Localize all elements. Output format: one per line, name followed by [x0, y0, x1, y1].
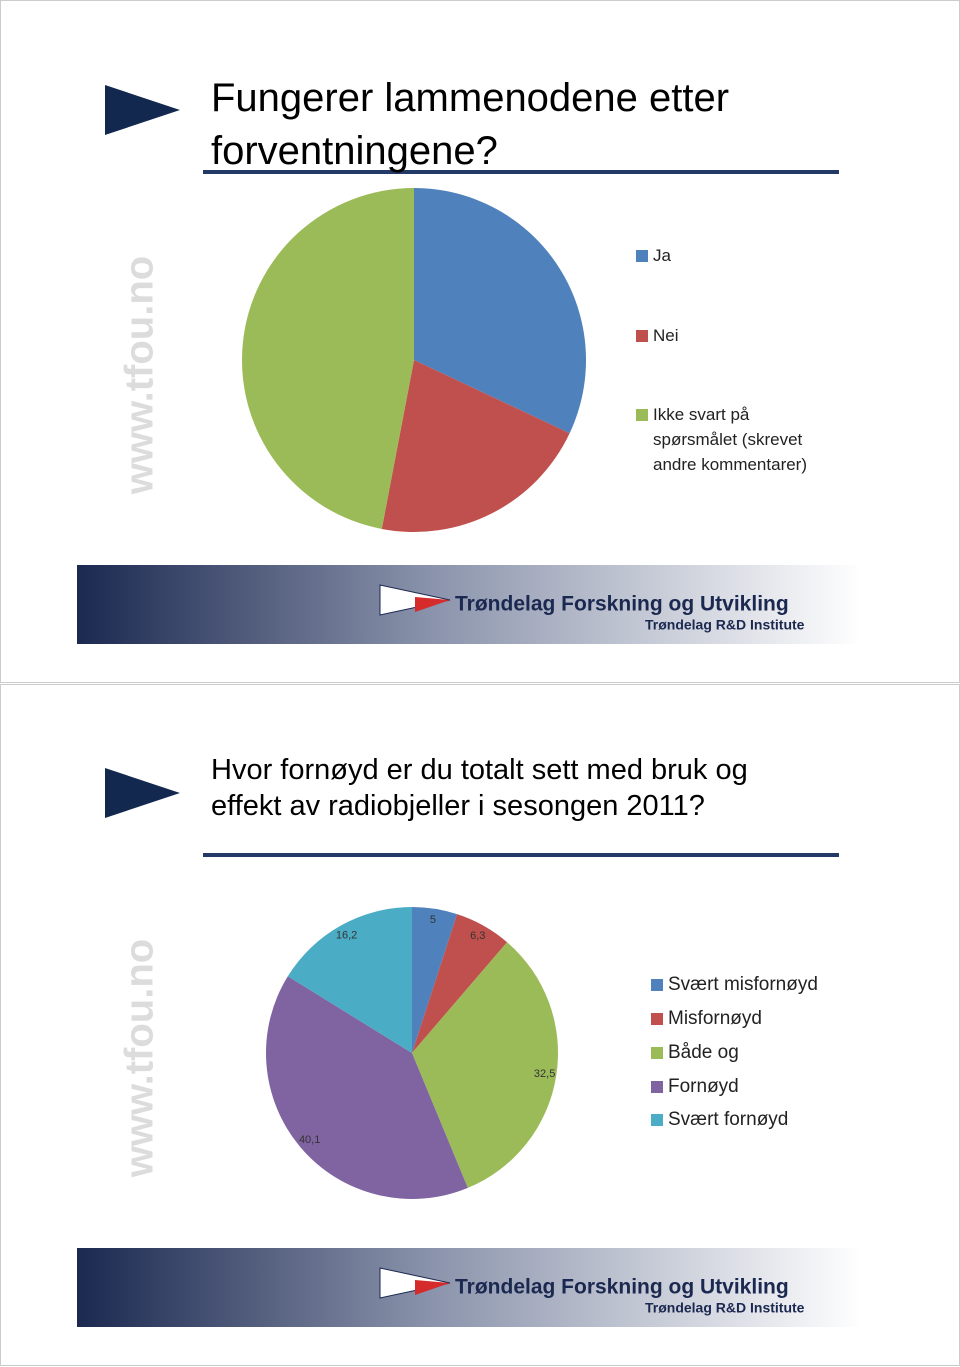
legend-swatch [636, 250, 648, 262]
legend-label: Både og [668, 1042, 739, 1063]
data-label: 5 [430, 914, 436, 926]
data-label: 40,1 [299, 1134, 320, 1146]
title-rule [203, 853, 839, 857]
pie-slice [241, 188, 414, 529]
pie-slice [412, 907, 458, 1053]
watermark: www.tfou.no [118, 939, 162, 1178]
pie-slice [412, 914, 508, 1053]
legend-label: Fornøyd [668, 1076, 739, 1097]
pie-slice [381, 360, 570, 532]
pie-slice [412, 942, 558, 1188]
pie-slice [287, 907, 412, 1053]
data-label: 16,2 [336, 930, 357, 942]
title-rule [203, 170, 839, 174]
footer-name: Trøndelag Forskning og Utvikling [455, 593, 789, 616]
footer-subtitle: Trøndelag R&D Institute [645, 1300, 805, 1316]
logo [415, 1280, 450, 1295]
legend-label: Ikke svart på spørsmålet (skrevet andre … [653, 405, 808, 474]
legend-label: Misfornøyd [668, 1008, 762, 1029]
legend-label: Ja [653, 246, 671, 265]
footer-band [77, 1248, 862, 1327]
data-label: 32,5 [534, 1068, 555, 1080]
legend-swatch [636, 409, 648, 421]
footer-subtitle: Trøndelag R&D Institute [645, 617, 805, 633]
arrow-icon [105, 85, 180, 135]
watermark: www.tfou.no [118, 256, 162, 495]
slide-title: Fungerer lammenodene etter forventningen… [211, 76, 730, 173]
pie-slice [265, 976, 468, 1199]
legend-swatch [651, 1081, 663, 1093]
footer-name: Trøndelag Forskning og Utvikling [455, 1276, 789, 1299]
legend-swatch [651, 1047, 663, 1059]
legend-label: Svært fornøyd [668, 1109, 789, 1130]
footer: Trøndelag Forskning og Utvikling Trøndel… [77, 565, 862, 644]
legend-swatch [636, 330, 648, 342]
logo [415, 597, 450, 612]
legend-swatch [651, 979, 663, 991]
legend-swatch [651, 1013, 663, 1025]
pie-slice [414, 188, 586, 434]
arrow-icon [105, 768, 180, 818]
footer-band [77, 565, 862, 644]
data-label: 6,3 [470, 930, 485, 942]
legend-swatch [651, 1114, 663, 1126]
legend-label: Nei [653, 326, 679, 345]
slide-title: Hvor fornøyd er du totalt sett med bruk … [211, 754, 748, 822]
legend-label: Svært misfornøyd [668, 974, 818, 995]
footer: Trøndelag Forskning og Utvikling Trøndel… [77, 1248, 862, 1327]
